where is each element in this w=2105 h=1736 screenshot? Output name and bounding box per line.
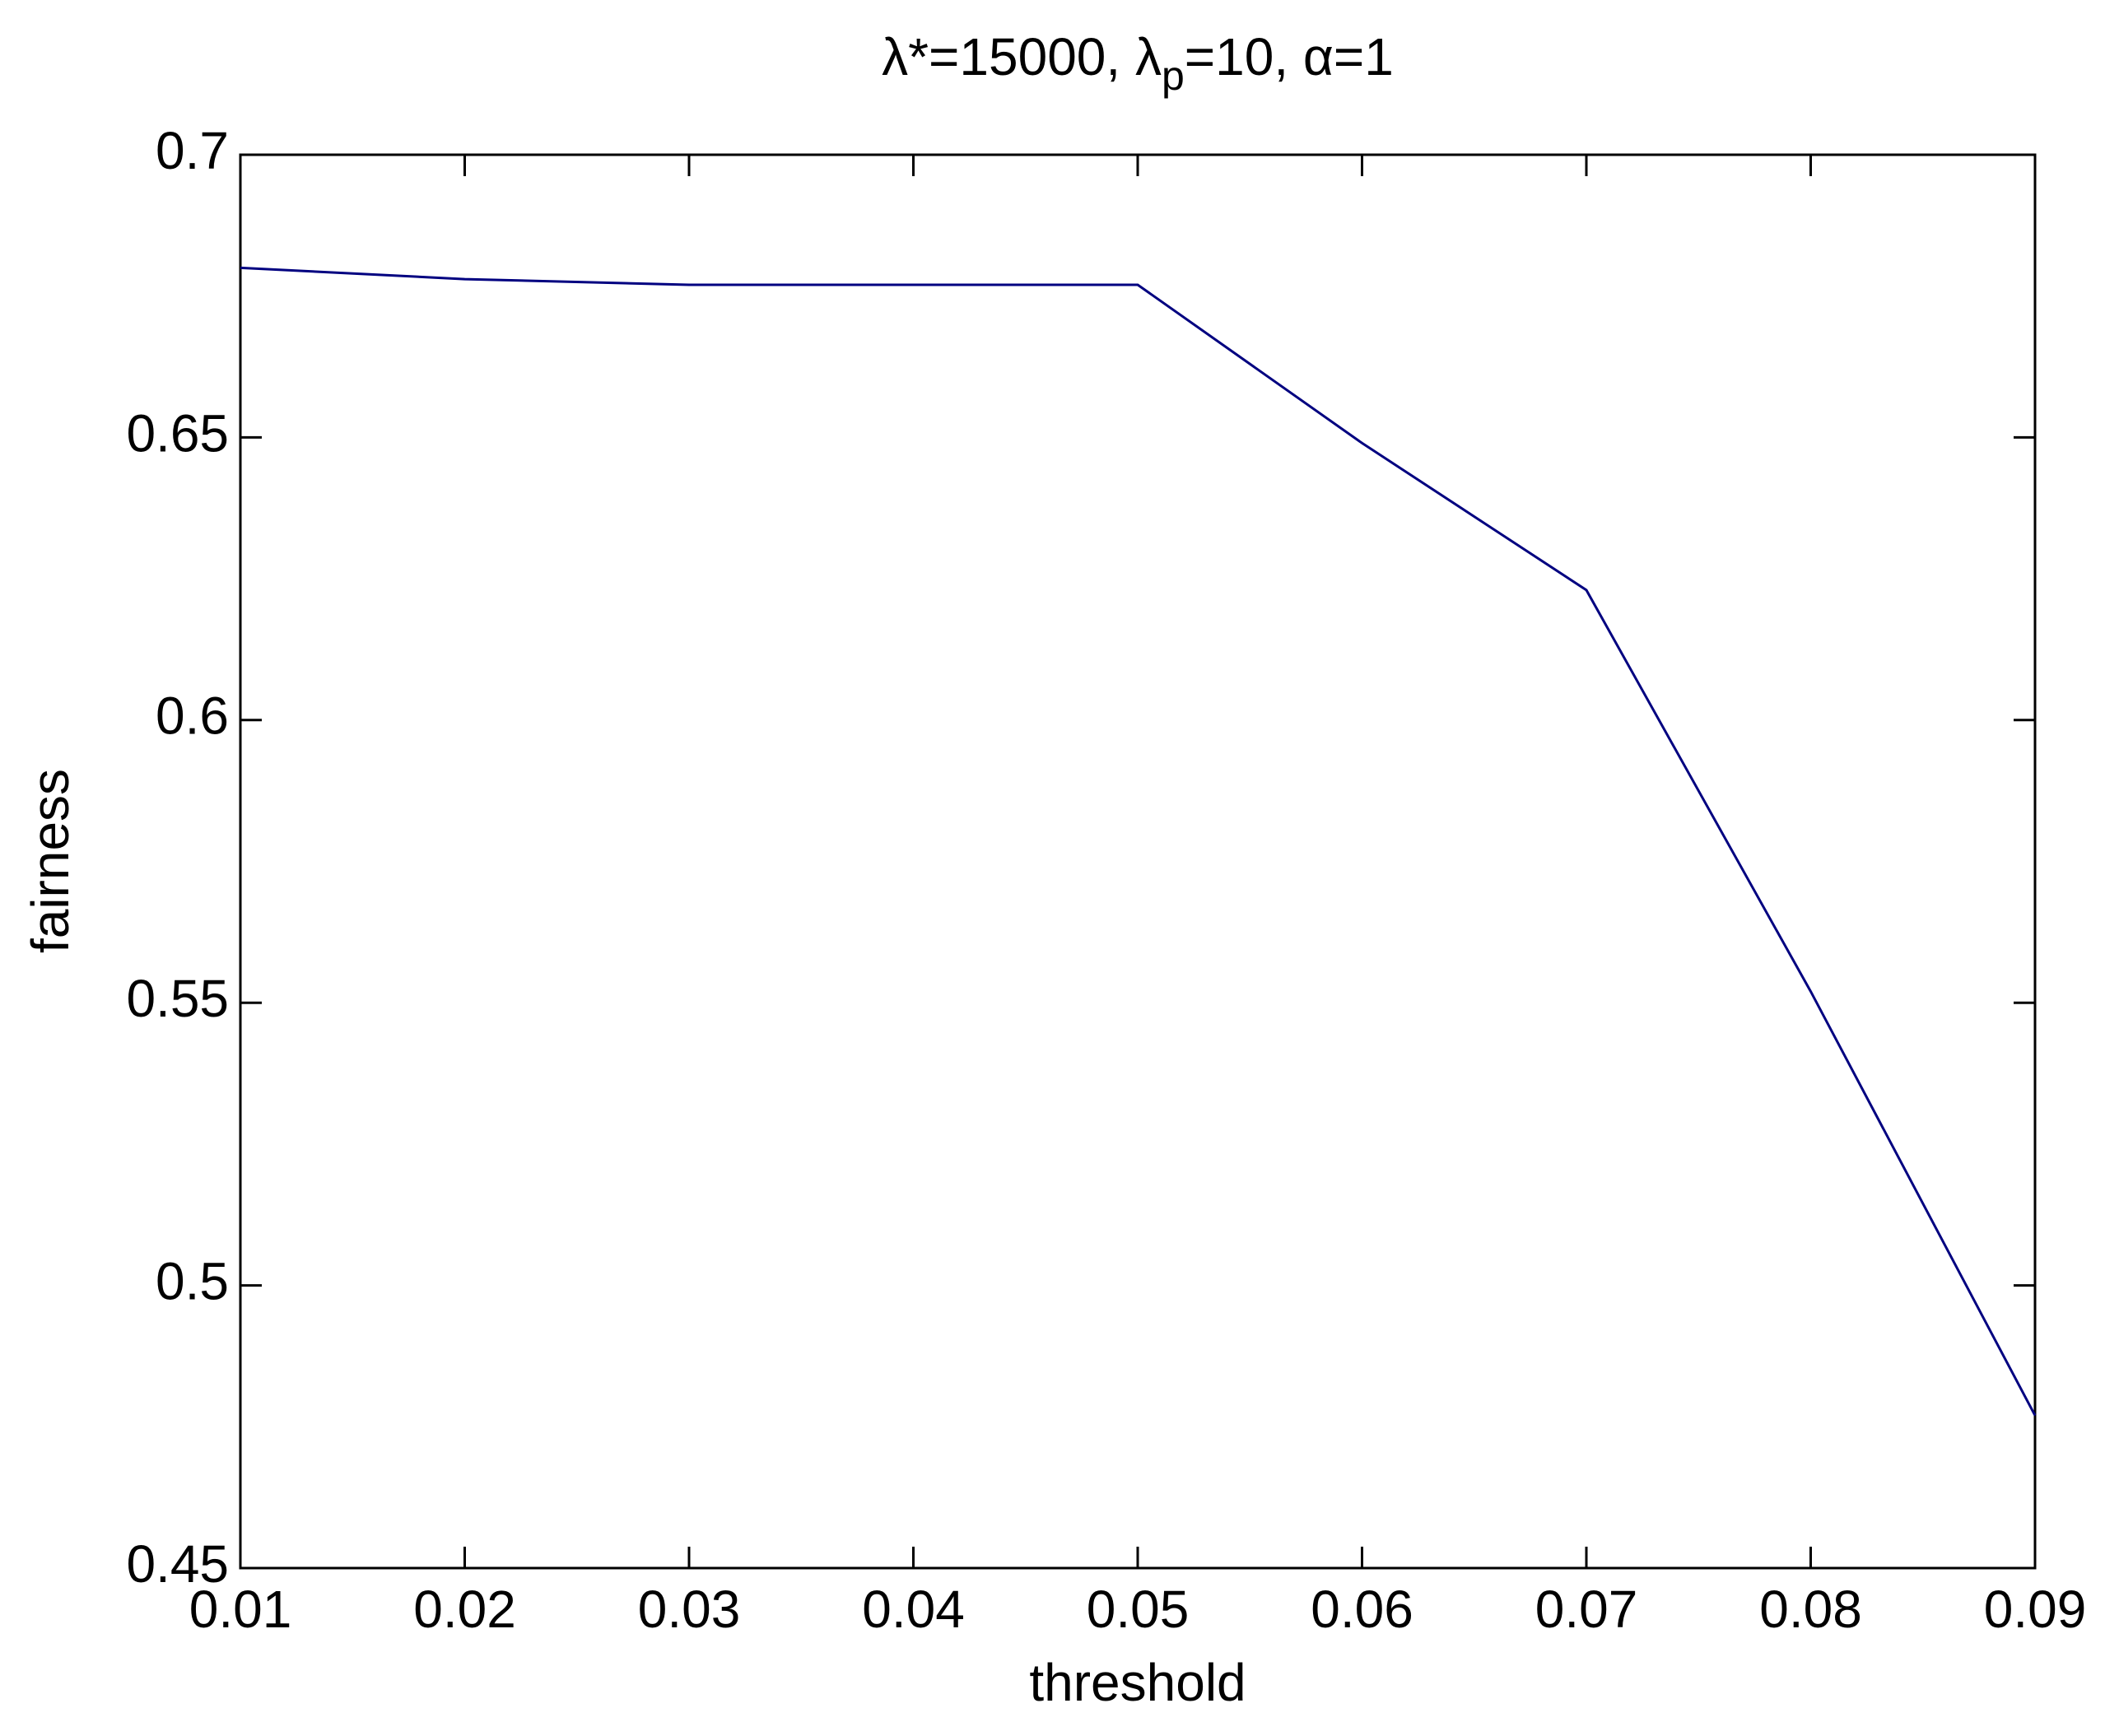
x-tick-label: 0.08 xyxy=(1759,1580,1862,1639)
title-subscript: p xyxy=(1162,53,1185,99)
title-part: =10, α=1 xyxy=(1185,27,1394,86)
title-part: λ*=15000, λ xyxy=(882,27,1162,86)
y-tick-label: 0.45 xyxy=(126,1534,229,1594)
y-tick-label: 0.7 xyxy=(156,121,229,180)
x-axis-label: threshold xyxy=(1029,1653,1246,1712)
y-tick-label: 0.65 xyxy=(126,403,229,463)
x-tick-label: 0.04 xyxy=(862,1580,965,1639)
y-tick-label: 0.6 xyxy=(156,686,229,746)
data-line xyxy=(240,266,2037,1417)
x-tick-label: 0.03 xyxy=(638,1580,741,1639)
x-tick-label: 0.06 xyxy=(1311,1580,1413,1639)
x-tick-label: 0.02 xyxy=(413,1580,516,1639)
y-axis-label: fairness xyxy=(21,769,80,953)
x-tick-label: 0.09 xyxy=(1984,1580,2087,1639)
y-tick-label: 0.5 xyxy=(156,1252,229,1311)
plot-frame xyxy=(239,153,2037,1570)
x-tick-label: 0.01 xyxy=(189,1580,292,1639)
x-tick-label: 0.07 xyxy=(1535,1580,1638,1639)
chart-title: λ*=15000, λp=10, α=1 xyxy=(882,27,1394,99)
x-tick-label: 0.05 xyxy=(1087,1580,1190,1639)
y-tick-label: 0.55 xyxy=(126,969,229,1028)
